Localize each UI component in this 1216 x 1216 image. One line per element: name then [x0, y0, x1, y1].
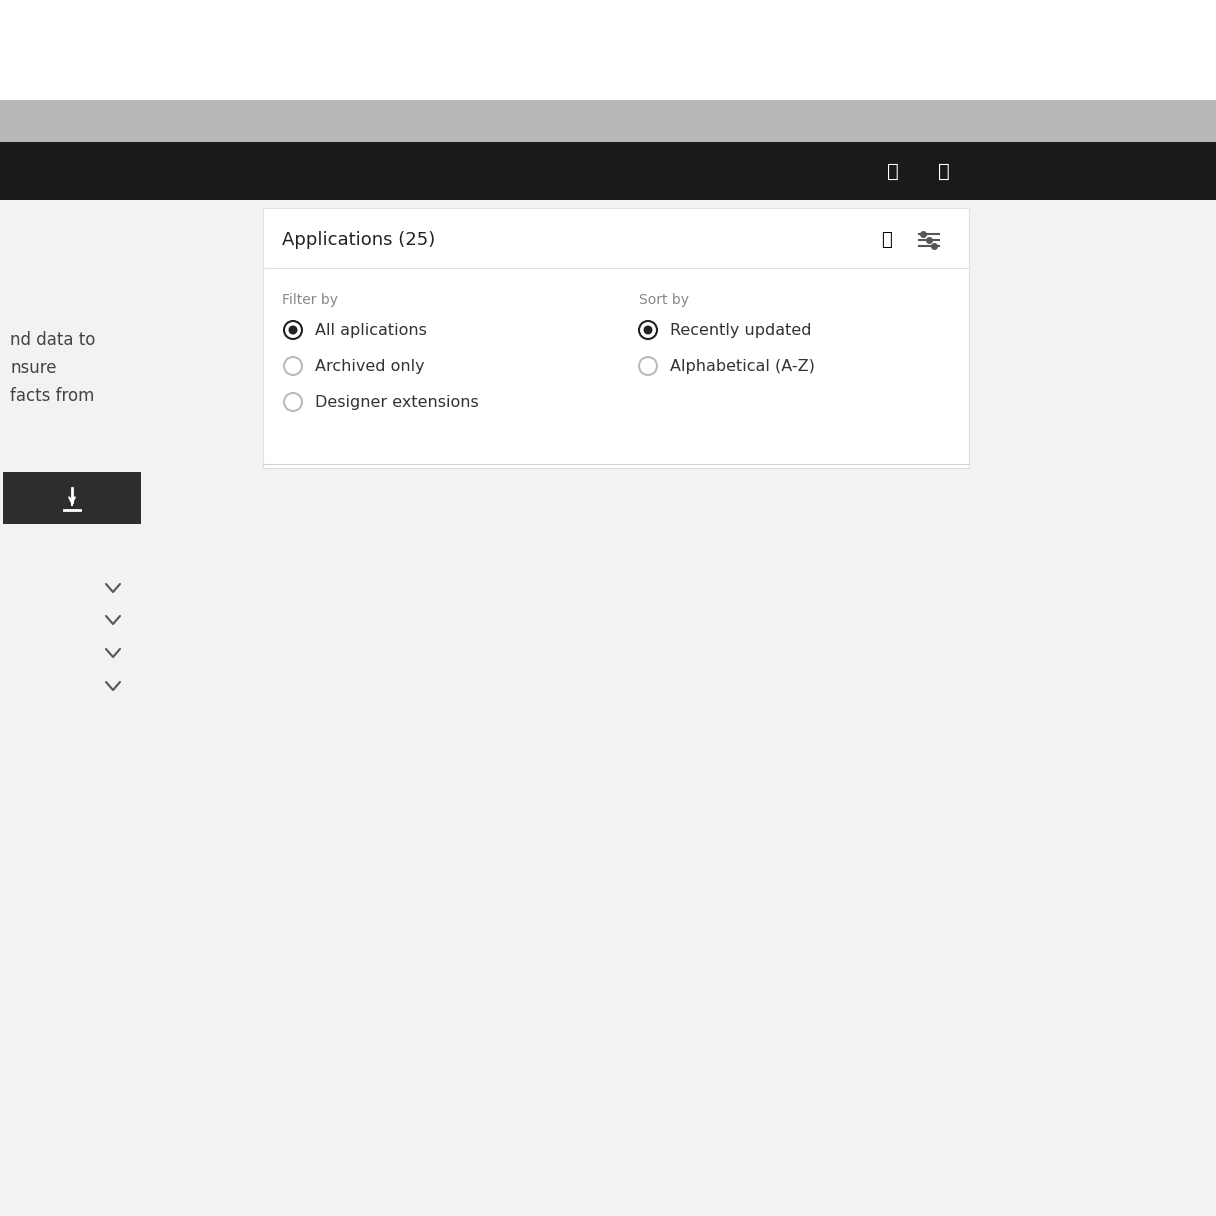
Text: 👤: 👤 — [938, 162, 950, 180]
Circle shape — [285, 358, 302, 375]
Text: Archived only: Archived only — [315, 359, 424, 373]
Text: facts from: facts from — [10, 387, 95, 405]
Text: 🔍: 🔍 — [880, 231, 891, 249]
FancyBboxPatch shape — [0, 100, 1216, 142]
Text: Sort by: Sort by — [638, 293, 689, 306]
Circle shape — [643, 326, 653, 334]
Circle shape — [638, 321, 657, 339]
Text: All aplications: All aplications — [315, 322, 427, 338]
Text: Recently updated: Recently updated — [670, 322, 811, 338]
Text: Applications (25): Applications (25) — [282, 231, 435, 249]
Circle shape — [285, 393, 302, 411]
Circle shape — [285, 321, 302, 339]
Text: nsure: nsure — [10, 359, 56, 377]
FancyBboxPatch shape — [0, 0, 1216, 100]
Text: 🔔: 🔔 — [888, 162, 899, 180]
FancyBboxPatch shape — [2, 472, 141, 524]
Text: Filter by: Filter by — [282, 293, 338, 306]
Text: Alphabetical (A-Z): Alphabetical (A-Z) — [670, 359, 815, 373]
FancyBboxPatch shape — [0, 142, 1216, 199]
Text: nd data to: nd data to — [10, 331, 95, 349]
Text: Designer extensions: Designer extensions — [315, 394, 479, 410]
Circle shape — [638, 358, 657, 375]
Circle shape — [288, 326, 298, 334]
FancyBboxPatch shape — [263, 208, 969, 468]
